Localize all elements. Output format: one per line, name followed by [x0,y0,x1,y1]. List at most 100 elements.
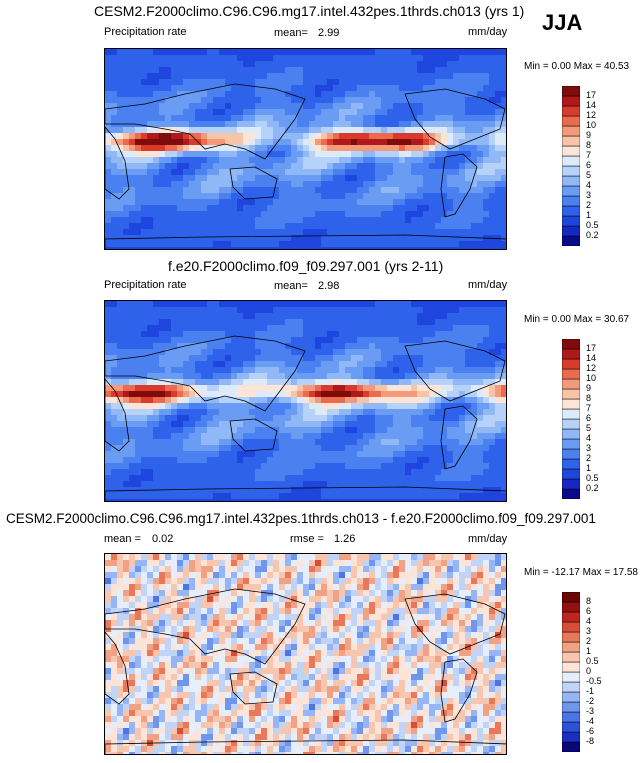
colorbar-swatch [561,398,581,410]
coastline [404,88,506,150]
colorbar-swatch [561,145,581,157]
colorbar-swatch [561,155,581,167]
colorbar-swatch [561,105,581,117]
panel1-mean-value: 2.99 [318,27,340,39]
colorbar-tick-label: 6 [586,413,592,423]
colorbar-tick-label: 3 [586,190,592,200]
colorbar-tick-label: 1 [586,646,592,656]
colorbar-swatch [561,408,581,420]
colorbar-swatch [561,631,581,643]
colorbar-swatch [561,681,581,693]
colorbar-swatch [561,458,581,470]
colorbar-swatch [561,235,581,247]
colorbar-tick-label: 6 [586,160,592,170]
coastline [105,234,506,249]
colorbar-tick-label: 0.5 [586,473,599,483]
colorbar-swatch [561,115,581,127]
colorbar-tick-label: 0 [586,666,592,676]
coastline [229,418,278,452]
colorbar-swatch [561,711,581,723]
colorbar-swatch [561,85,581,97]
panel2-units: mm/day [468,279,508,291]
colorbar-tick-label: -2 [586,696,595,706]
colorbar-swatch [561,661,581,673]
panel3-rmse-value: 1.26 [334,533,356,545]
colorbar-swatch [561,741,581,753]
colorbar-tick-label: 4 [586,180,592,190]
panel1-title: CESM2.F2000climo.C96.C96.mg17.intel.432p… [94,3,525,19]
coastline [105,378,130,452]
coastline [404,340,506,402]
colorbar-swatch [561,731,581,743]
panel2-mean-value: 2.98 [318,280,340,292]
panel3-minmax: Min = -12.17 Max = 17.58 [524,567,638,578]
colorbar-tick-label: -6 [586,726,595,736]
colorbar-swatch [561,641,581,653]
coastline [105,126,130,200]
panel3-units: mm/day [468,533,508,545]
colorbar-tick-label: 0.5 [586,656,599,666]
panel2-colorbar: 0.2 0.5 1 2 3 4 5 6 7 8 9 10 12 14 17 [561,338,599,504]
coastline [105,486,506,501]
coastline [440,153,478,218]
panel1-minmax: Min = 0.00 Max = 40.53 [524,61,630,72]
colorbar-swatch [561,468,581,480]
colorbar-tick-label: -1 [586,686,595,696]
colorbar-tick-label: 12 [586,363,597,373]
colorbar-tick-label: -4 [586,716,595,726]
colorbar-swatch [561,175,581,187]
panel2-map [104,300,507,502]
colorbar-tick-label: 6 [586,606,592,616]
panel2-variable-label: Precipitation rate [104,279,187,291]
coastline [105,83,306,160]
colorbar-swatch [561,478,581,490]
colorbar-tick-label: 17 [586,90,597,100]
panel3-mean-value: 0.02 [152,533,174,545]
colorbar-tick-label: 3 [586,626,592,636]
panel1-mean-label: mean= [274,27,308,39]
panel2-minmax: Min = 0.00 Max = 30.67 [524,314,630,325]
colorbar-tick-label: 1 [586,210,592,220]
coastline [229,166,278,200]
colorbar-swatch [561,338,581,350]
colorbar-swatch [561,95,581,107]
season-label: JJA [542,10,583,35]
colorbar-tick-label: 0.2 [586,483,599,493]
colorbar-swatch [561,225,581,237]
panel2-title: f.e20.F2000climo.f09_f09.297.001 (yrs 2-… [168,258,444,274]
coastline [105,739,506,754]
colorbar-tick-label: 0.5 [586,220,599,230]
panel1-map-svg [105,49,506,249]
colorbar-swatch [561,691,581,703]
colorbar-tick-label: -3 [586,706,595,716]
colorbar-tick-label: 17 [586,343,597,353]
panel3-map [104,553,507,755]
panel1-map [104,48,507,250]
colorbar-tick-label: 9 [586,130,592,140]
panel3-title: CESM2.F2000climo.C96.C96.mg17.intel.432p… [6,511,596,526]
colorbar-tick-label: 1 [586,463,592,473]
colorbar-tick-label: 14 [586,353,597,363]
colorbar-swatch [561,611,581,623]
colorbar-tick-label: 5 [586,423,592,433]
colorbar-tick-label: 7 [586,403,592,413]
colorbar-tick-label: 7 [586,150,592,160]
panel1-units: mm/day [468,26,508,38]
coastline [105,335,306,412]
colorbar-tick-label: 8 [586,140,592,150]
colorbar-swatch [561,651,581,663]
colorbar-swatch [561,671,581,683]
coastline [105,631,130,705]
colorbar-tick-label: 3 [586,443,592,453]
colorbar-tick-label: -0.5 [586,676,602,686]
colorbar-swatch [561,348,581,360]
colorbar-swatch [561,448,581,460]
colorbar-swatch [561,205,581,217]
colorbar-tick-label: 2 [586,200,592,210]
colorbar-swatch [561,358,581,370]
colorbar-swatch [561,125,581,137]
colorbar-swatch [561,591,581,603]
colorbar-swatch [561,165,581,177]
panel3-rmse-label: rmse = [290,533,324,545]
colorbar-swatch [561,621,581,633]
